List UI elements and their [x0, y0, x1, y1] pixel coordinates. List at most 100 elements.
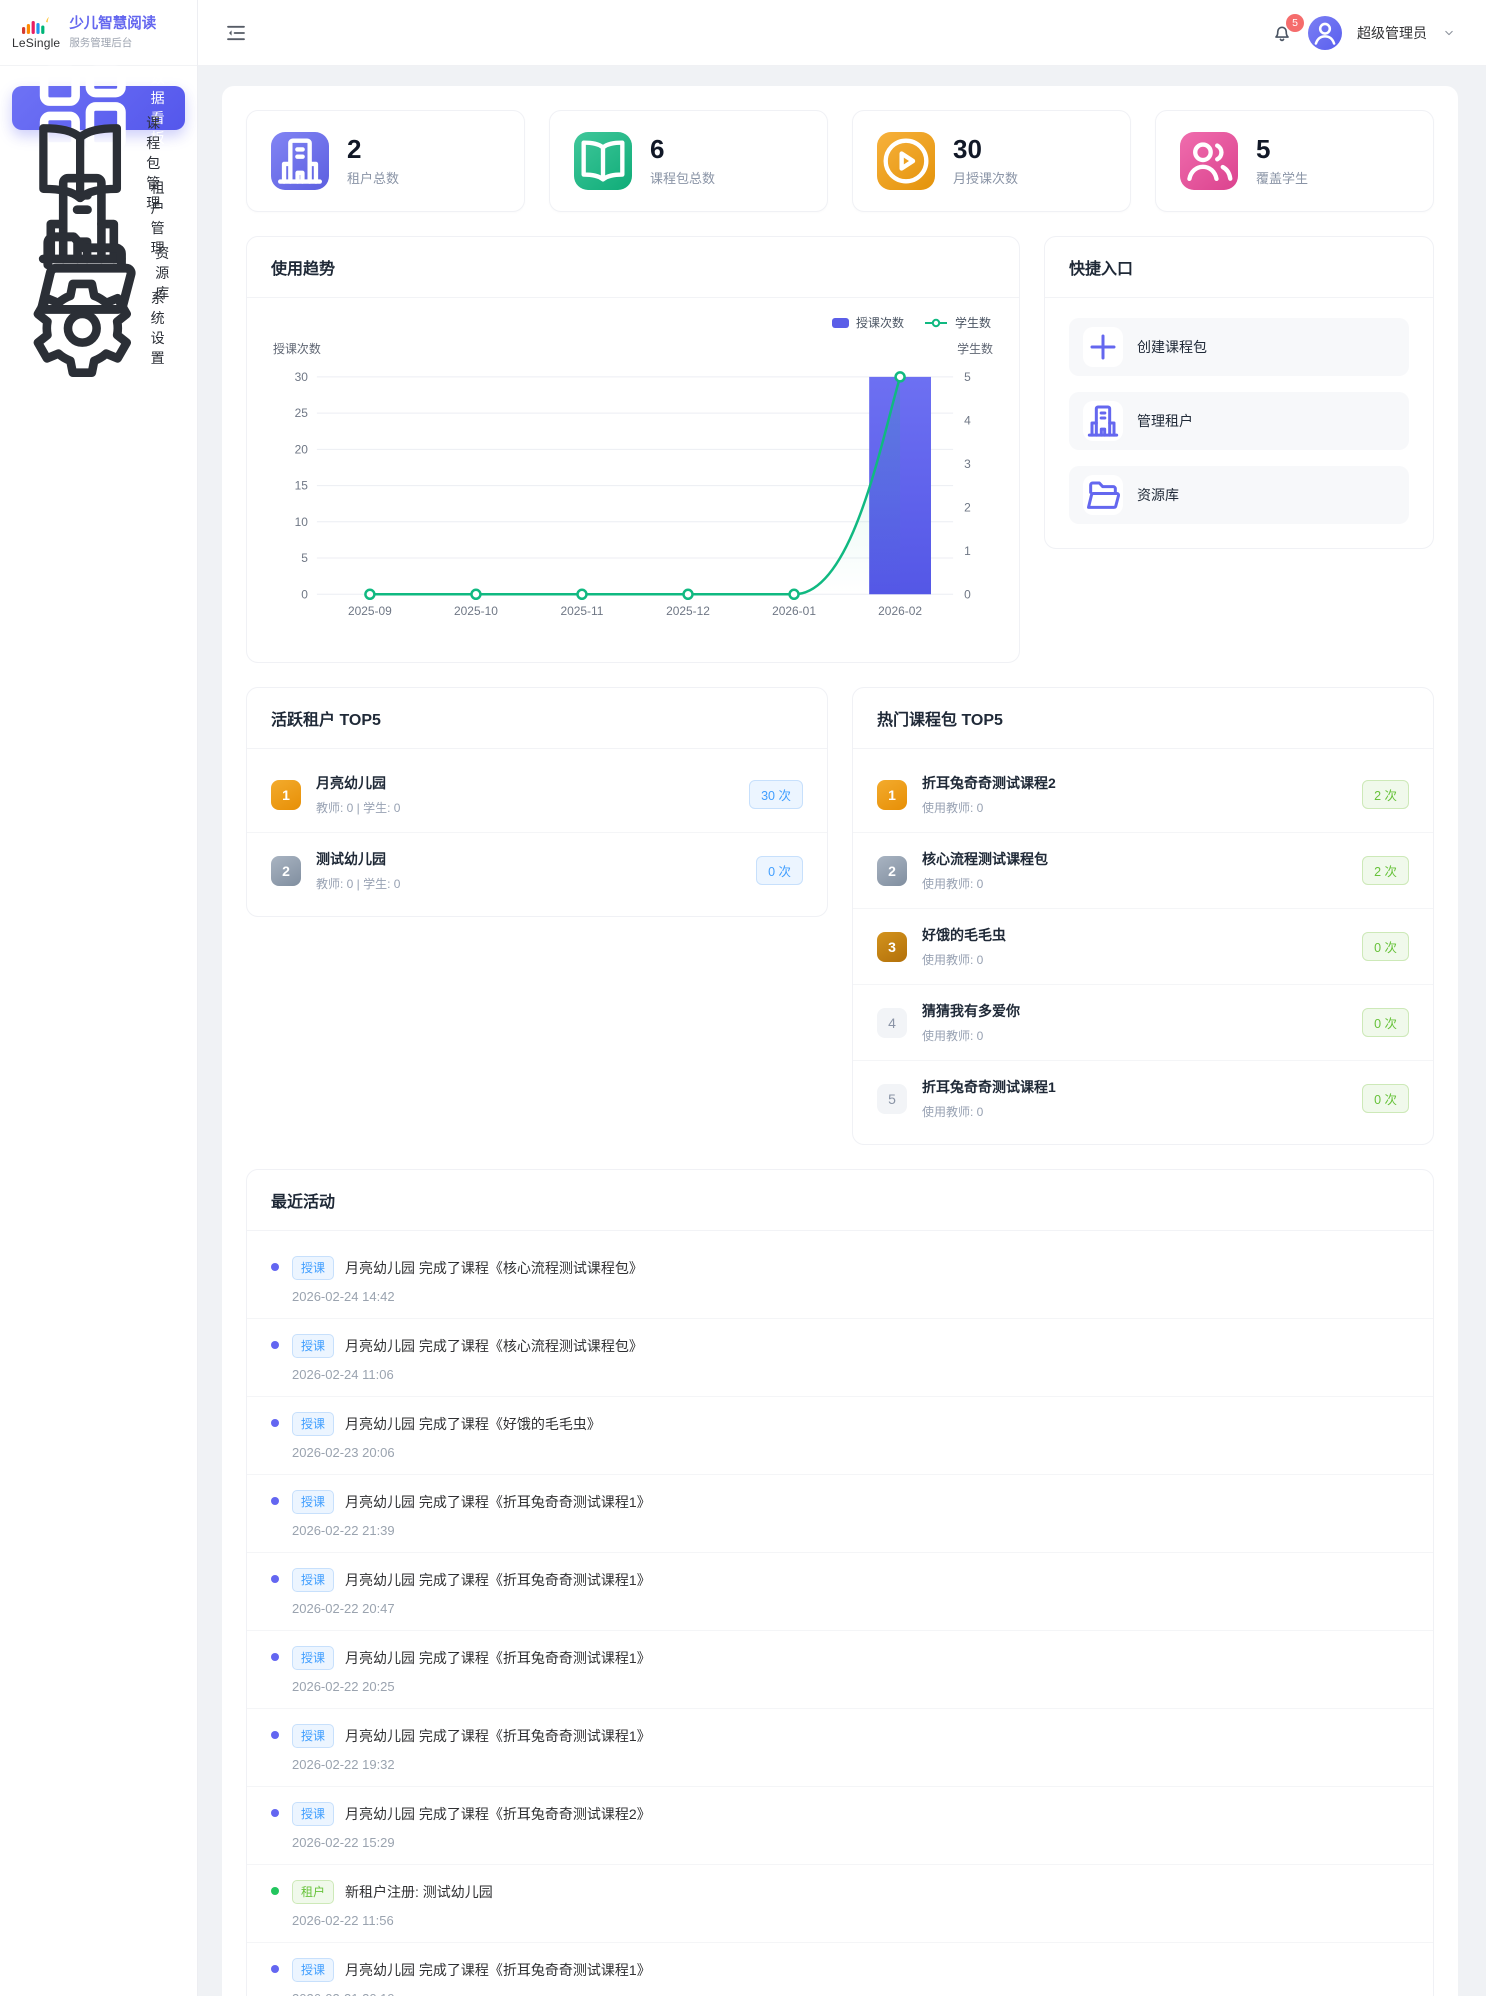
- activity-type-badge: 租户: [292, 1880, 335, 1905]
- svg-text:10: 10: [295, 515, 309, 529]
- activity-type-badge: 授课: [292, 1646, 335, 1671]
- package-meta: 使用教师: 0: [922, 953, 984, 968]
- stat-label: 课程包总数: [650, 171, 716, 187]
- activity-timestamp: 2026-02-24 14:42: [292, 1289, 395, 1305]
- rank-badge: 3: [877, 931, 907, 962]
- activity-row: 授课 月亮幼儿园 完成了课程《折耳兔奇奇测试课程2》 2026-02-22 15…: [247, 1786, 1433, 1864]
- stat-value: 6: [650, 133, 665, 164]
- brand: LeSingle 少儿智慧阅读 服务管理后台: [0, 0, 197, 66]
- package-row[interactable]: 1 折耳兔奇奇测试课程2 使用教师: 0 2 次: [853, 757, 1433, 832]
- sidebar-item[interactable]: 系统设置: [12, 279, 185, 377]
- svg-text:2025-09: 2025-09: [348, 604, 392, 618]
- stat-label: 覆盖学生: [1256, 171, 1309, 187]
- rank-badge: 1: [271, 779, 301, 810]
- activity-timestamp: 2026-02-22 11:56: [292, 1913, 394, 1929]
- package-name: 核心流程测试课程包: [922, 851, 1048, 868]
- svg-text:2026-01: 2026-01: [772, 604, 816, 618]
- svg-text:0: 0: [964, 587, 971, 601]
- building-icon: [271, 132, 329, 190]
- activity-type-badge: 授课: [292, 1802, 335, 1827]
- legend-bar-series[interactable]: 授课次数: [831, 314, 904, 331]
- recent-activity-title: 最近活动: [247, 1170, 1433, 1232]
- activity-type-badge: 授课: [292, 1568, 335, 1593]
- activity-row: 授课 月亮幼儿园 完成了课程《核心流程测试课程包》 2026-02-24 11:…: [247, 1318, 1433, 1396]
- activity-timestamp: 2026-02-24 11:06: [292, 1367, 394, 1383]
- sidebar-item-label: 系统设置: [150, 290, 165, 366]
- package-meta: 使用教师: 0: [922, 1029, 984, 1044]
- sidebar-collapse-button[interactable]: [224, 21, 248, 45]
- folder-icon: [1083, 475, 1123, 515]
- svg-text:2025-10: 2025-10: [454, 604, 498, 618]
- top-header: 5 超级管理员: [198, 0, 1486, 66]
- activity-dot-icon: [271, 1419, 279, 1428]
- user-avatar[interactable]: [1308, 15, 1342, 50]
- activity-text: 新租户注册: 测试幼儿园: [345, 1884, 493, 1901]
- rank-badge: 2: [271, 855, 301, 886]
- svg-text:5: 5: [301, 551, 308, 565]
- package-row[interactable]: 3 好饿的毛毛虫 使用教师: 0 0 次: [853, 908, 1433, 984]
- svg-text:30: 30: [295, 370, 309, 384]
- chevron-down-icon[interactable]: [1442, 26, 1456, 40]
- svg-text:授课次数: 授课次数: [273, 341, 321, 356]
- activity-timestamp: 2026-02-22 15:29: [292, 1835, 395, 1851]
- activity-text: 月亮幼儿园 完成了课程《折耳兔奇奇测试课程1》: [345, 1494, 651, 1511]
- activity-dot-icon: [271, 1341, 279, 1350]
- stat-label: 租户总数: [347, 171, 400, 187]
- svg-text:15: 15: [295, 479, 309, 493]
- book-icon: [574, 132, 632, 190]
- tenant-row[interactable]: 1 月亮幼儿园 教师: 0 | 学生: 0 30 次: [247, 757, 827, 832]
- svg-text:3: 3: [964, 457, 971, 471]
- svg-text:1: 1: [964, 544, 971, 558]
- activity-text: 月亮幼儿园 完成了课程《核心流程测试课程包》: [345, 1338, 643, 1355]
- quick-entry-button[interactable]: 创建课程包: [1069, 318, 1409, 376]
- notifications-button[interactable]: 5: [1271, 13, 1304, 44]
- building-icon: [1083, 401, 1123, 441]
- activity-dot-icon: [271, 1263, 279, 1272]
- package-row[interactable]: 4 猜猜我有多爱你 使用教师: 0 0 次: [853, 984, 1433, 1060]
- package-row[interactable]: 2 核心流程测试课程包 使用教师: 0 2 次: [853, 832, 1433, 908]
- quick-entry-card: 快捷入口 创建课程包 管理租户: [1044, 236, 1434, 549]
- package-name: 折耳兔奇奇测试课程1: [922, 1079, 1056, 1096]
- dashboard-container: 2 租户总数 6 课程包总数 30 月授课次数: [222, 86, 1458, 1996]
- stat-label: 月授课次数: [953, 171, 1019, 187]
- recent-activity-card: 最近活动 授课 月亮幼儿园 完成了课程《核心流程测试课程包》 2026-02-2…: [246, 1169, 1434, 1996]
- line-swatch-icon: [924, 318, 947, 327]
- plus-icon: [1083, 327, 1123, 367]
- sidebar-item-label: 课程包管理: [146, 115, 161, 211]
- quick-entry-title: 快捷入口: [1045, 237, 1433, 298]
- quick-entry-button[interactable]: 资源库: [1069, 466, 1409, 524]
- hot-packages-title: 热门课程包 TOP5: [853, 688, 1433, 750]
- activity-row: 授课 月亮幼儿园 完成了课程《好饿的毛毛虫》 2026-02-23 20:06: [247, 1396, 1433, 1474]
- bell-icon: [1271, 22, 1293, 44]
- activity-timestamp: 2026-02-22 19:32: [292, 1757, 395, 1773]
- legend-line-series[interactable]: 学生数: [924, 314, 991, 331]
- rank-badge: 4: [877, 1007, 907, 1038]
- play-circle-icon: [877, 132, 935, 190]
- quick-entry-label: 管理租户: [1137, 413, 1193, 429]
- usage-count-badge: 0 次: [756, 856, 803, 886]
- sidebar-item-label: 资源库: [155, 245, 170, 301]
- activity-text: 月亮幼儿园 完成了课程《折耳兔奇奇测试课程1》: [345, 1572, 651, 1589]
- tenant-row[interactable]: 2 测试幼儿园 教师: 0 | 学生: 0 0 次: [247, 832, 827, 908]
- activity-text: 月亮幼儿园 完成了课程《折耳兔奇奇测试课程1》: [345, 1728, 651, 1745]
- svg-text:5: 5: [964, 370, 971, 384]
- quick-entry-button[interactable]: 管理租户: [1069, 392, 1409, 450]
- package-row[interactable]: 5 折耳兔奇奇测试课程1 使用教师: 0 0 次: [853, 1060, 1433, 1136]
- package-meta: 使用教师: 0: [922, 1105, 984, 1120]
- activity-row: 授课 月亮幼儿园 完成了课程《核心流程测试课程包》 2026-02-24 14:…: [247, 1241, 1433, 1318]
- activity-text: 月亮幼儿园 完成了课程《好饿的毛毛虫》: [345, 1416, 601, 1433]
- activity-dot-icon: [271, 1887, 279, 1896]
- activity-text: 月亮幼儿园 完成了课程《折耳兔奇奇测试课程2》: [345, 1806, 651, 1823]
- usage-trend-title: 使用趋势: [247, 237, 1019, 298]
- activity-timestamp: 2026-02-22 20:47: [292, 1601, 395, 1617]
- user-name[interactable]: 超级管理员: [1357, 24, 1427, 41]
- logo-wordmark: LeSingle: [12, 35, 61, 50]
- activity-dot-icon: [271, 1575, 279, 1584]
- activity-dot-icon: [271, 1965, 279, 1974]
- activity-type-badge: 授课: [292, 1490, 335, 1515]
- rank-badge: 1: [877, 779, 907, 810]
- activity-row: 授课 月亮幼儿园 完成了课程《折耳兔奇奇测试课程1》 2026-02-22 21…: [247, 1474, 1433, 1552]
- activity-row: 授课 月亮幼儿园 完成了课程《折耳兔奇奇测试课程1》 2026-02-21 20…: [247, 1942, 1433, 1996]
- activity-dot-icon: [271, 1653, 279, 1662]
- svg-text:2025-11: 2025-11: [560, 604, 603, 618]
